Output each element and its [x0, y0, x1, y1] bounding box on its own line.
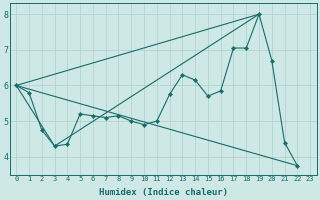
- X-axis label: Humidex (Indice chaleur): Humidex (Indice chaleur): [99, 188, 228, 197]
